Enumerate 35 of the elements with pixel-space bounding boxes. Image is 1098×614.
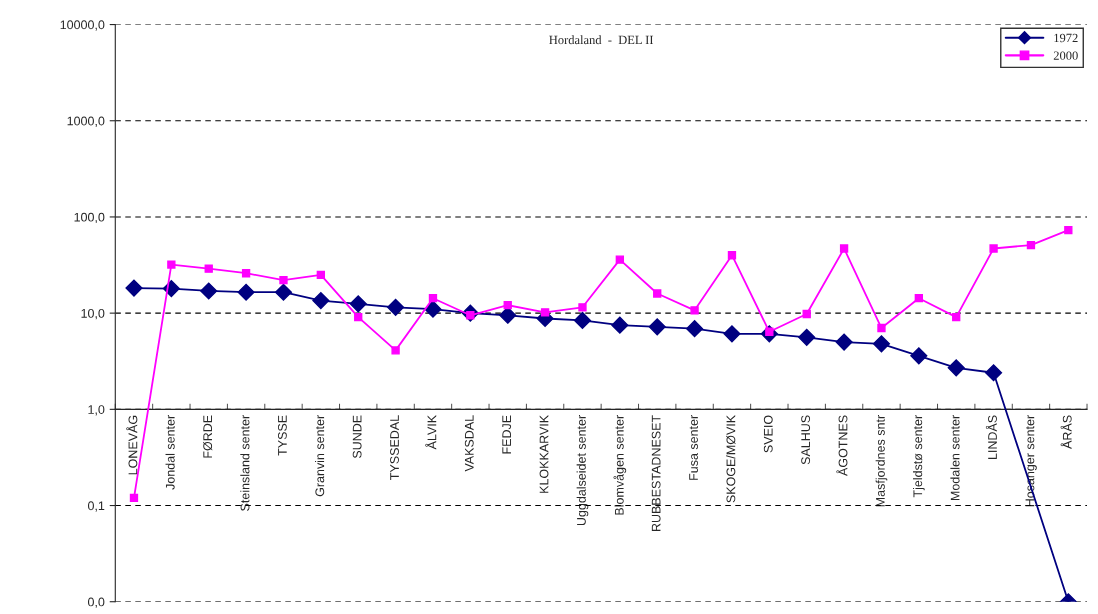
y-tick-label: 1000,0 xyxy=(67,116,105,127)
x-tick-label: RUBBESTADNESET xyxy=(651,415,661,532)
legend-label: 1972 xyxy=(1054,33,1078,43)
x-tick-label: ÅLVIK xyxy=(425,415,437,450)
x-tick-label: Masfjordnes sntr xyxy=(875,415,888,507)
x-tick-label: KLOKKARVIK xyxy=(539,415,549,493)
x-tick-label: SVEIO xyxy=(763,415,773,453)
x-tick-label: LONEVÅG xyxy=(126,415,138,475)
x-tick-label: Fusa senter xyxy=(689,415,698,480)
x-tick-label: LINDÅS xyxy=(985,415,997,460)
y-tick-label: 100,0 xyxy=(74,212,105,224)
y-tick-label: 10000,0 xyxy=(60,20,105,31)
x-tick-label: ÅRÅS xyxy=(1060,415,1072,449)
text: Hordaland - DEL II xyxy=(549,35,654,45)
x-tick-label: ÅGOTNES xyxy=(836,415,848,476)
x-tick-label: Uggdalseidet senter xyxy=(576,415,589,526)
x-tick-label: SALHUS xyxy=(801,415,811,465)
x-tick-label: VAKSDAL xyxy=(464,415,474,472)
x-tick-label: Blomvågen senter xyxy=(613,415,627,515)
x-tick-label: Modalen senter xyxy=(950,415,960,501)
y-tick-label: 0,1 xyxy=(87,501,105,512)
y-tick-label: 0,0 xyxy=(87,597,105,608)
x-tick-label: Steinsland senter xyxy=(240,415,250,511)
x-tick-label: SKOGE/MØVIK xyxy=(726,415,736,503)
x-tick-label: Jondal senter xyxy=(165,415,175,490)
x-tick-label: FØRDE xyxy=(203,415,213,458)
x-tick-label: TYSSEDAL xyxy=(390,415,399,480)
x-tick-label: FEDJE xyxy=(502,415,512,454)
x-tick-label: Tjeldstø senter xyxy=(913,415,925,498)
x-tick-label: Granvin senter xyxy=(315,415,325,497)
y-tick-label: 1,0 xyxy=(88,405,105,416)
x-tick-label: TYSSE xyxy=(277,415,287,456)
y-tick-label: 10,0 xyxy=(81,308,105,320)
legend-label: 2000 xyxy=(1053,51,1078,60)
x-tick-label: SUNDE xyxy=(352,415,362,459)
